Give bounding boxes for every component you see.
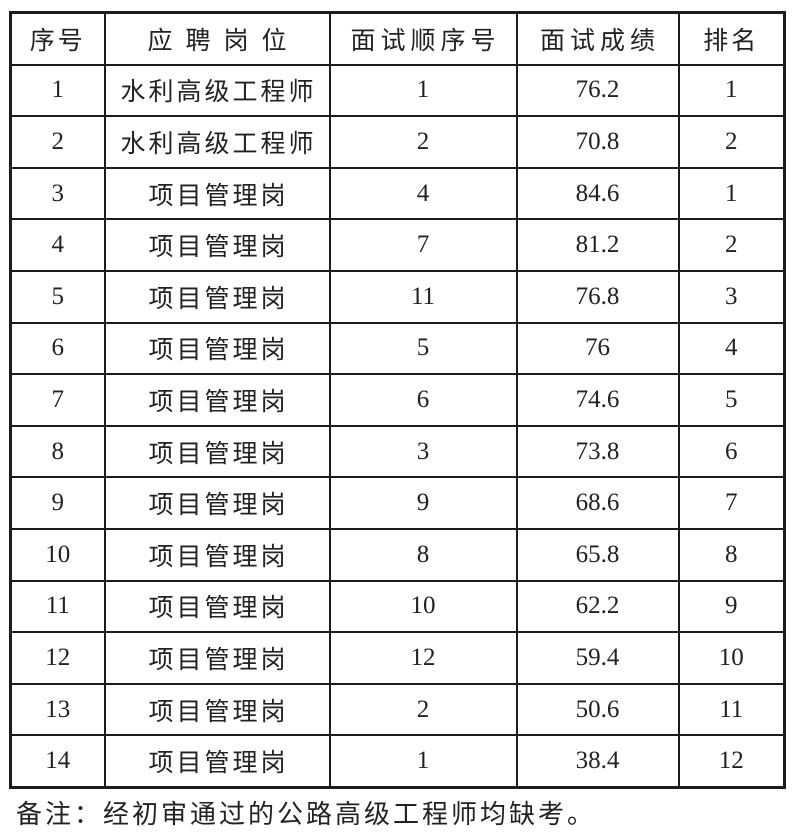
- table-cell: 11: [677, 682, 786, 737]
- table-cell: 项目管理岗: [103, 682, 331, 737]
- table-cell: 项目管理岗: [103, 579, 331, 634]
- table-cell: 9: [677, 579, 786, 634]
- table-cell: 81.2: [515, 218, 680, 272]
- table-cell: 水利高级工程师: [103, 63, 331, 118]
- table-cell: 62.2: [515, 579, 680, 634]
- table-cell: 12: [9, 631, 106, 685]
- table-cell: 2: [328, 682, 518, 737]
- table-cell: 73.8: [515, 424, 680, 479]
- column-header-position: 应聘岗位: [103, 11, 331, 66]
- table-cell: 10: [677, 631, 786, 685]
- table-cell: 76.2: [515, 63, 680, 118]
- table-cell: 5: [677, 373, 786, 427]
- table-cell: 项目管理岗: [103, 476, 331, 530]
- table-row: 3 项目管理岗 4 84.6 1: [9, 166, 786, 221]
- table-cell: 76.8: [515, 269, 680, 324]
- column-header-score: 面试成绩: [515, 11, 680, 66]
- table-cell: 项目管理岗: [103, 631, 331, 685]
- table-row: 13 项目管理岗 2 50.6 11: [9, 682, 786, 737]
- column-header-rank: 排名: [677, 11, 786, 66]
- table-cell: 7: [677, 476, 786, 530]
- remark-note: 备注：经初审通过的公路高级工程师均缺考。: [16, 800, 597, 829]
- table-cell: 3: [9, 166, 106, 221]
- table-row: 4 项目管理岗 7 81.2 2: [9, 218, 786, 272]
- table-cell: 1: [677, 166, 786, 221]
- table-cell: 5: [9, 269, 106, 324]
- table-cell: 50.6: [515, 682, 680, 737]
- table-cell: 74.6: [515, 373, 680, 427]
- table-cell: 9: [328, 476, 518, 530]
- table-cell: 4: [328, 166, 518, 221]
- table-cell: 5: [328, 321, 518, 376]
- table-cell: 1: [328, 734, 518, 789]
- table-cell: 项目管理岗: [103, 373, 331, 427]
- table-row: 2 水利高级工程师 2 70.8 2: [9, 115, 786, 169]
- table-cell: 10: [328, 579, 518, 634]
- table-cell: 3: [328, 424, 518, 479]
- table-cell: 2: [9, 115, 106, 169]
- table-cell: 6: [677, 424, 786, 479]
- table-cell: 10: [9, 527, 106, 582]
- table-cell: 76: [515, 321, 680, 376]
- table-cell: 项目管理岗: [103, 424, 331, 479]
- table-cell: 7: [9, 373, 106, 427]
- table-cell: 1: [328, 63, 518, 118]
- table-row: 8 项目管理岗 3 73.8 6: [9, 424, 786, 479]
- table-row: 12 项目管理岗 12 59.4 10: [9, 631, 786, 685]
- table-cell: 38.4: [515, 734, 680, 789]
- table-cell: 13: [9, 682, 106, 737]
- table-cell: 1: [9, 63, 106, 118]
- table-cell: 项目管理岗: [103, 734, 331, 789]
- table-row: 11 项目管理岗 10 62.2 9: [9, 579, 786, 634]
- table-row: 10 项目管理岗 8 65.8 8: [9, 527, 786, 582]
- table-row: 6 项目管理岗 5 76 4: [9, 321, 786, 376]
- table-cell: 4: [9, 218, 106, 272]
- table-cell: 8: [9, 424, 106, 479]
- table-cell: 11: [9, 579, 106, 634]
- table-cell: 2: [677, 115, 786, 169]
- table-cell: 14: [9, 734, 106, 789]
- table-cell: 项目管理岗: [103, 321, 331, 376]
- table-cell: 12: [328, 631, 518, 685]
- table-cell: 68.6: [515, 476, 680, 530]
- interview-results-table: 序号 应聘岗位 面试顺序号 面试成绩 排名 1 水利高级工程师 1 76.2 1 2 水利高…: [9, 11, 786, 789]
- table-cell: 项目管理岗: [103, 166, 331, 221]
- table-row: 9 项目管理岗 9 68.6 7: [9, 476, 786, 530]
- table-cell: 70.8: [515, 115, 680, 169]
- column-header-serial: 序号: [9, 11, 106, 66]
- table-cell: 2: [677, 218, 786, 272]
- table-row: 5 项目管理岗 11 76.8 3: [9, 269, 786, 324]
- table-cell: 项目管理岗: [103, 527, 331, 582]
- table-cell: 6: [9, 321, 106, 376]
- table-cell: 项目管理岗: [103, 218, 331, 272]
- table-cell: 6: [328, 373, 518, 427]
- table-cell: 65.8: [515, 527, 680, 582]
- table-cell: 7: [328, 218, 518, 272]
- table-cell: 2: [328, 115, 518, 169]
- table-row: 14 项目管理岗 1 38.4 12: [9, 734, 786, 789]
- table-header: 序号 应聘岗位 面试顺序号 面试成绩 排名: [9, 11, 786, 66]
- table-cell: 项目管理岗: [103, 269, 331, 324]
- table-cell: 8: [328, 527, 518, 582]
- table-cell: 8: [677, 527, 786, 582]
- header-row: 序号 应聘岗位 面试顺序号 面试成绩 排名: [9, 11, 786, 66]
- table-cell: 59.4: [515, 631, 680, 685]
- table-cell: 4: [677, 321, 786, 376]
- table-cell: 9: [9, 476, 106, 530]
- table-cell: 12: [677, 734, 786, 789]
- table-body: 1 水利高级工程师 1 76.2 1 2 水利高级工程师 2 70.8 2 3 项目管理岗 4 84.6 1…: [9, 63, 786, 789]
- table-row: 1 水利高级工程师 1 76.2 1: [9, 63, 786, 118]
- table-cell: 水利高级工程师: [103, 115, 331, 169]
- column-header-order: 面试顺序号: [328, 11, 518, 66]
- table-cell: 3: [677, 269, 786, 324]
- table-cell: 84.6: [515, 166, 680, 221]
- table-cell: 11: [328, 269, 518, 324]
- table-row: 7 项目管理岗 6 74.6 5: [9, 373, 786, 427]
- table-cell: 1: [677, 63, 786, 118]
